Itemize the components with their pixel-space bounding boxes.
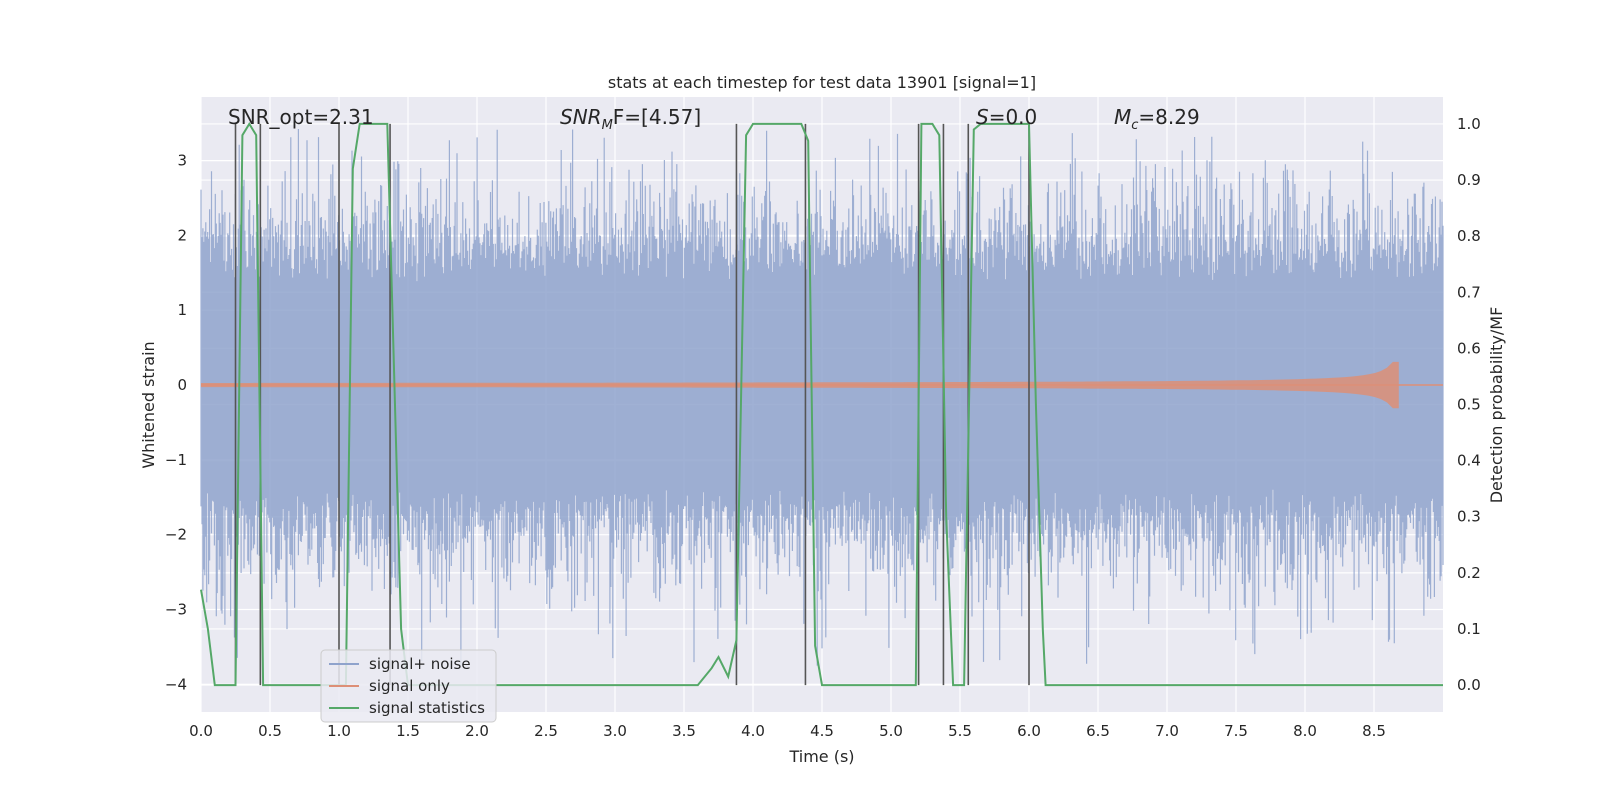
x-tick-label: 7.5 [1224, 722, 1248, 740]
legend-label-noise: signal+ noise [369, 655, 471, 673]
y-tick-label-right: 0.9 [1457, 171, 1481, 189]
y-tick-label-right: 0.0 [1457, 676, 1481, 694]
y-tick-label-right: 0.5 [1457, 396, 1481, 414]
x-tick-label: 8.0 [1293, 722, 1317, 740]
axis-ticks: 0.0 0.5 1.0 1.5 2.0 2.5 3.0 3.5 4.0 4.5 5.0 5.5 6.0 6… [165, 115, 1481, 740]
x-tick-label: 3.5 [672, 722, 696, 740]
y-tick-label-left: −1 [165, 451, 187, 469]
annotation-s: S=0.0 [976, 105, 1037, 129]
legend-label-statistics: signal statistics [369, 699, 485, 717]
x-axis-label: Time (s) [788, 747, 854, 766]
x-tick-label: 2.0 [465, 722, 489, 740]
y-tick-label-right: 0.1 [1457, 620, 1481, 638]
legend-label-signal-only: signal only [369, 677, 450, 695]
x-tick-label: 1.5 [396, 722, 420, 740]
y-tick-label-left: 2 [177, 226, 187, 244]
y-axis-label-left: Whitened strain [139, 341, 158, 468]
x-tick-label: 6.5 [1086, 722, 1110, 740]
signal-statistics-trace [200, 121, 1443, 687]
y-tick-label-right: 0.8 [1457, 227, 1481, 245]
signal-only-trace [201, 361, 1443, 409]
y-axis-label-right: Detection probability/MF [1487, 307, 1506, 504]
x-tick-label: 0.0 [189, 722, 213, 740]
x-tick-label: 7.0 [1155, 722, 1179, 740]
y-tick-label-left: 1 [177, 301, 187, 319]
y-tick-label-right: 0.6 [1457, 339, 1481, 357]
y-tick-label-left: −2 [165, 526, 187, 544]
x-tick-label: 5.5 [948, 722, 972, 740]
annotation-snr-mf: SNRMF=[4.57] [560, 105, 701, 133]
y-tick-label-left: −3 [165, 601, 187, 619]
y-tick-label-left: 3 [177, 152, 187, 170]
x-tick-label: 4.5 [810, 722, 834, 740]
x-tick-label: 6.0 [1017, 722, 1041, 740]
x-tick-label: 5.0 [879, 722, 903, 740]
x-tick-label: 3.0 [603, 722, 627, 740]
x-tick-label: 0.5 [258, 722, 282, 740]
y-tick-label-right: 1.0 [1457, 115, 1481, 133]
chart-title: stats at each timestep for test data 139… [608, 73, 1036, 92]
y-tick-label-left: −4 [165, 675, 187, 693]
legend: signal+ noise signal only signal statist… [320, 649, 497, 723]
y-tick-label-right: 0.7 [1457, 283, 1481, 301]
x-tick-label: 2.5 [534, 722, 558, 740]
y-tick-label-right: 0.4 [1457, 452, 1481, 470]
y-tick-label-right: 0.3 [1457, 508, 1481, 526]
x-tick-label: 4.0 [741, 722, 765, 740]
annotation-snr-opt: SNR_opt=2.31 [228, 105, 374, 129]
signal-statistics-line [200, 121, 1443, 687]
y-tick-label-right: 0.2 [1457, 564, 1481, 582]
y-tick-label-left: 0 [177, 376, 187, 394]
legend-box [320, 649, 497, 723]
x-tick-label: 8.5 [1362, 722, 1386, 740]
x-tick-label: 1.0 [327, 722, 351, 740]
annotation-mc: Mc=8.29 [1114, 105, 1200, 133]
